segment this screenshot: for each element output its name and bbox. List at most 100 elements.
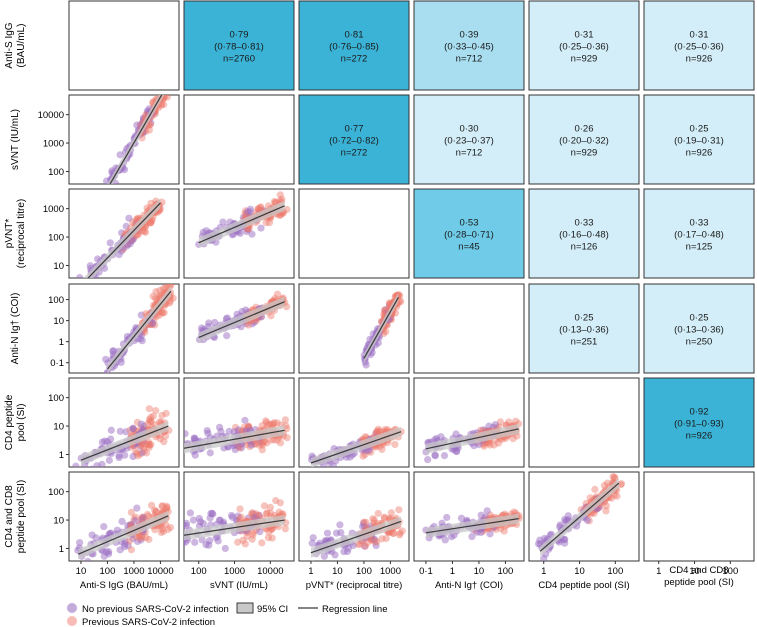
corr-r-value: 0·33 xyxy=(689,218,708,229)
point-previous-infection xyxy=(611,474,619,482)
corr-n: n=2760 xyxy=(223,54,255,65)
point-previous-infection xyxy=(254,205,263,213)
point-previous-infection xyxy=(162,502,171,510)
point-previous-infection xyxy=(373,428,381,436)
point-no-previous-infection xyxy=(337,528,345,537)
point-no-previous-infection xyxy=(308,539,316,547)
panel-r5-c2: 1 10 100 1000 pVNT* (reciprocal titre) xyxy=(298,471,410,591)
point-previous-infection xyxy=(151,526,159,534)
y-tick-label: 10000 xyxy=(38,110,64,121)
point-previous-infection xyxy=(267,525,276,534)
point-no-previous-infection xyxy=(76,539,84,547)
point-previous-infection xyxy=(145,126,153,134)
panel-r3-c3 xyxy=(413,283,525,374)
x-tick-label: 0·1 xyxy=(419,566,433,577)
point-previous-infection xyxy=(140,444,148,452)
point-no-previous-infection xyxy=(323,529,332,537)
point-previous-infection xyxy=(146,417,154,426)
point-previous-infection xyxy=(395,506,403,514)
row-label: sVNT (IU/mL) xyxy=(10,109,21,170)
point-previous-infection xyxy=(263,509,271,517)
point-previous-infection xyxy=(374,509,382,518)
point-previous-infection xyxy=(610,473,619,482)
point-no-previous-infection xyxy=(109,347,117,355)
panel-r1-c0: 100 1000 10000 sVNT (IU/mL) xyxy=(10,94,180,185)
row-label-line: Anti-S IgG xyxy=(4,22,15,68)
panel-frame xyxy=(183,94,295,185)
point-previous-infection xyxy=(278,195,286,203)
x-tick-label: 10 xyxy=(76,566,87,577)
point-previous-infection xyxy=(283,434,291,442)
point-previous-infection xyxy=(257,203,265,211)
panel-frame xyxy=(298,188,410,279)
point-previous-infection xyxy=(157,528,165,537)
point-no-previous-infection xyxy=(447,533,456,541)
legend-ci-swatch xyxy=(236,602,254,614)
panel-r2-c4: 0·33(0·16–0·48)n=126 xyxy=(528,188,640,279)
corr-r-value: 0·26 xyxy=(574,124,593,135)
point-previous-infection xyxy=(139,226,147,235)
point-previous-infection xyxy=(270,436,278,444)
corr-r-value: 0·31 xyxy=(689,30,708,41)
corr-r-value: 0·77 xyxy=(344,124,363,135)
regression-line xyxy=(425,518,519,534)
point-previous-infection xyxy=(145,440,153,448)
point-no-previous-infection xyxy=(129,425,137,433)
x-tick-label: 100 xyxy=(100,566,116,577)
regression-line xyxy=(198,205,285,244)
point-previous-infection xyxy=(244,321,253,329)
point-previous-infection xyxy=(167,284,175,289)
point-previous-infection xyxy=(370,519,378,527)
point-previous-infection xyxy=(142,449,151,457)
point-previous-infection xyxy=(143,204,151,212)
point-previous-infection xyxy=(166,284,174,291)
point-no-previous-infection xyxy=(227,511,236,520)
row-label: pVNT* (reciprocal titre) xyxy=(4,199,27,268)
point-previous-infection xyxy=(145,443,153,452)
point-previous-infection xyxy=(138,514,146,522)
point-no-previous-infection xyxy=(184,519,191,527)
point-previous-infection xyxy=(378,535,386,543)
point-no-previous-infection xyxy=(204,429,212,437)
point-no-previous-infection xyxy=(443,513,451,522)
point-no-previous-infection xyxy=(372,541,380,550)
panel-r1-c1 xyxy=(183,94,295,185)
corr-r-value: 0·25 xyxy=(574,313,593,324)
y-tick-label: 100 xyxy=(48,393,64,404)
point-previous-infection xyxy=(266,503,275,511)
point-previous-infection xyxy=(378,445,386,453)
point-no-previous-infection xyxy=(468,533,476,541)
point-previous-infection xyxy=(258,539,266,547)
point-previous-infection xyxy=(158,411,166,420)
panel-r0-c3: 0·39(0·33–0·45)n=712 xyxy=(413,0,525,91)
point-previous-infection xyxy=(509,434,517,443)
point-previous-infection xyxy=(264,533,272,542)
corr-n: n=125 xyxy=(686,242,713,253)
point-no-previous-infection xyxy=(137,536,145,544)
point-previous-infection xyxy=(396,529,404,537)
corr-r-value: 0·25 xyxy=(689,124,708,135)
point-previous-infection xyxy=(267,312,275,320)
point-previous-infection xyxy=(258,439,266,448)
row-label-line: (reciprocal titre) xyxy=(16,199,27,268)
point-previous-infection xyxy=(607,494,616,502)
corr-n: n=251 xyxy=(571,337,598,348)
point-previous-infection xyxy=(380,513,389,521)
point-previous-infection xyxy=(145,535,153,544)
row-label: CD4 peptide pool (SI) xyxy=(4,394,27,450)
point-previous-infection xyxy=(166,523,175,532)
point-no-previous-infection xyxy=(120,166,129,174)
row-label-line: pVNT* xyxy=(4,219,15,249)
point-previous-infection xyxy=(264,421,272,429)
point-previous-infection xyxy=(500,527,508,535)
row-label-line: CD4 peptide xyxy=(4,394,15,450)
x-tick-label: 10 xyxy=(574,566,585,577)
corr-r-value: 0·31 xyxy=(574,30,593,41)
point-no-previous-infection xyxy=(431,452,439,460)
point-previous-infection xyxy=(370,516,378,524)
point-no-previous-infection xyxy=(234,512,242,520)
point-previous-infection xyxy=(396,531,404,539)
point-previous-infection xyxy=(146,218,154,227)
corr-ci: (0·13–0·36) xyxy=(674,325,724,336)
point-previous-infection xyxy=(147,440,155,449)
